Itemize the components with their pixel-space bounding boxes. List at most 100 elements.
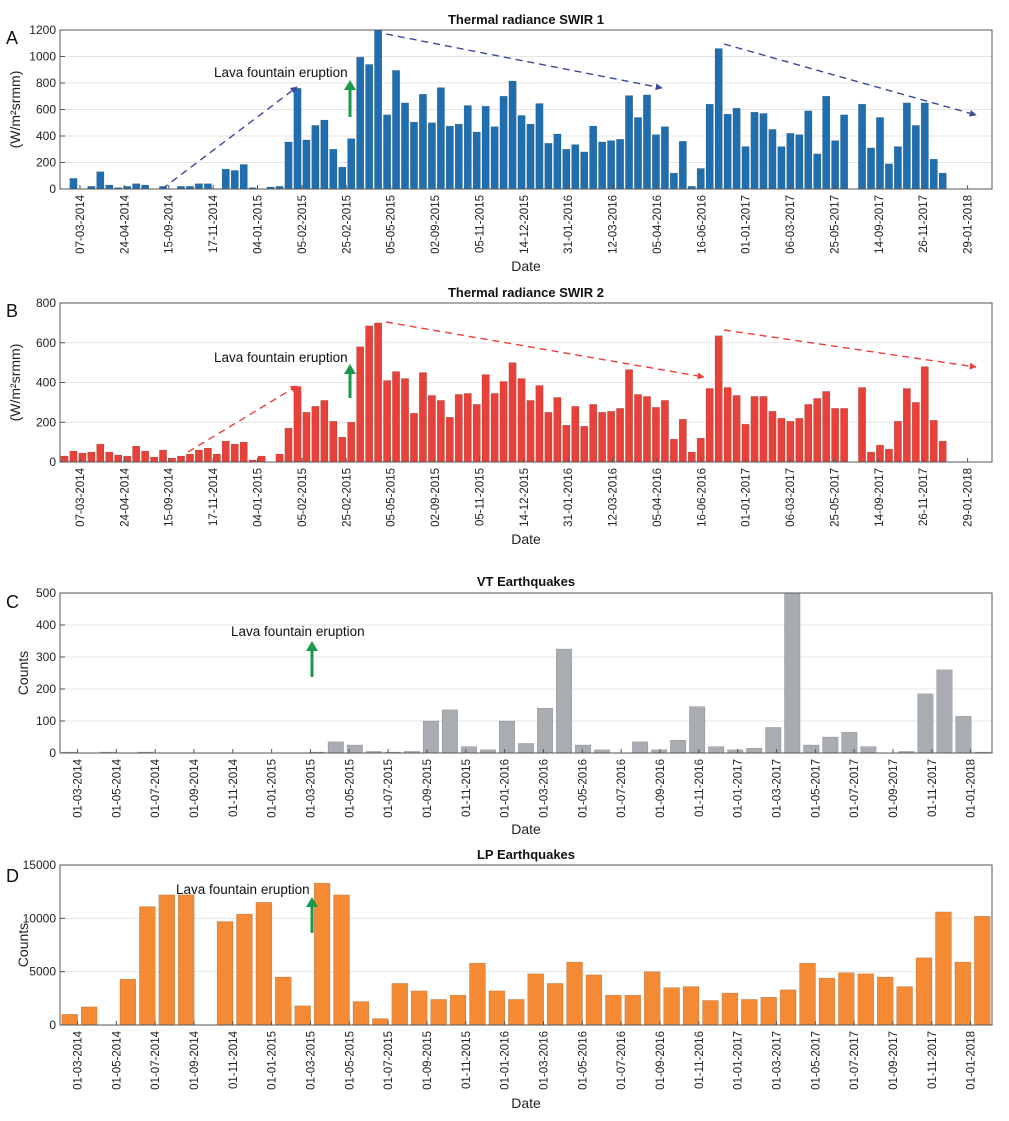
bar [508, 362, 517, 463]
bar [607, 140, 616, 190]
bar [562, 424, 571, 463]
eruption-arrowhead-icon [344, 364, 356, 374]
trend-arrow-icon [723, 43, 977, 117]
x-tick-label: 05-04-2016 [652, 195, 664, 254]
bar [822, 736, 839, 754]
chart-title: Thermal radiance SWIR 1 [448, 12, 604, 27]
panel-b-swir2: 0 200 400 600 800 07-03-2014 24-04-2014 15-09-2… [6, 285, 993, 547]
bar [566, 961, 583, 1026]
bar [356, 56, 365, 190]
x-tick-label: 01-09-2017 [888, 1031, 900, 1090]
chart-title: LP Earthquakes [477, 847, 575, 862]
x-tick-label: 14-09-2017 [874, 468, 886, 527]
bar [320, 400, 329, 463]
bar [634, 394, 642, 463]
bar [562, 149, 571, 190]
y-axis-label: Counts [15, 651, 31, 695]
bar [230, 170, 239, 190]
bar [553, 397, 562, 463]
x-tick-label: 01-01-2018 [966, 1031, 978, 1090]
bar [275, 976, 292, 1026]
bar [239, 441, 248, 463]
bar [911, 402, 920, 463]
bar [841, 731, 858, 754]
bar [436, 87, 445, 190]
annotation-text: Lava fountain eruption [231, 624, 365, 639]
bar [119, 978, 137, 1026]
panel-letter: C [6, 592, 19, 612]
x-tick-label: 01-07-2016 [616, 759, 628, 818]
x-tick-label: 01-11-2017 [927, 759, 939, 817]
bar [499, 96, 508, 190]
x-tick-label: 25-02-2015 [341, 468, 353, 527]
bar [517, 378, 526, 463]
bar [911, 125, 920, 190]
y-tick-label: 5000 [29, 965, 56, 979]
x-tick-label: 01-07-2017 [849, 1031, 861, 1090]
bar [893, 421, 902, 463]
y-tick-label: 300 [36, 650, 56, 664]
bar [490, 393, 499, 463]
axes-frame [59, 592, 993, 754]
bar [441, 709, 458, 754]
y-tick-label: 15000 [23, 858, 57, 872]
bar [840, 408, 849, 463]
x-tick-label: 05-02-2015 [297, 468, 309, 527]
bar [177, 455, 185, 463]
bar [141, 184, 150, 190]
y-tick-label: 100 [36, 714, 56, 728]
bar [804, 110, 813, 190]
bar [765, 727, 782, 754]
bar [320, 119, 329, 190]
x-tick-label: 01-03-2014 [72, 758, 84, 817]
x-tick-label: 01-11-2015 [461, 1031, 473, 1089]
x-tick-label: 17-11-2014 [208, 467, 220, 526]
bar [867, 451, 875, 463]
bar [768, 129, 777, 190]
bar [372, 1018, 389, 1026]
y-tick-label: 1000 [29, 50, 56, 64]
bar [139, 906, 156, 1026]
bar [365, 64, 374, 190]
x-tick-label: 12-03-2016 [608, 468, 620, 527]
bar [723, 113, 732, 190]
bar [896, 986, 913, 1026]
x-tick-label: 16-06-2016 [696, 195, 708, 254]
bar [643, 396, 651, 463]
bar [955, 715, 972, 754]
annotation-text: Lava fountain eruption [214, 65, 348, 80]
bar [741, 146, 750, 190]
y-tick-label: 0 [49, 455, 56, 469]
bar [490, 126, 499, 190]
bar [876, 117, 884, 190]
bar [732, 395, 741, 463]
bar [954, 961, 972, 1026]
bar [885, 163, 893, 190]
bar [329, 149, 338, 190]
x-tick-label: 31-01-2016 [563, 195, 575, 254]
axes-frame [59, 864, 993, 1026]
bar [383, 114, 392, 190]
y-tick-label: 200 [36, 415, 56, 429]
annotation-text: Lava fountain eruption [214, 350, 348, 365]
bar [553, 133, 562, 190]
bar [786, 421, 795, 463]
bar [589, 404, 598, 463]
x-tick-label: 01-09-2015 [422, 1031, 434, 1090]
bar [858, 103, 866, 190]
x-tick-label: 01-03-2016 [538, 759, 550, 818]
y-tick-label: 800 [36, 296, 56, 310]
bar [759, 396, 768, 463]
bar [168, 457, 176, 463]
x-tick-label: 01-03-2017 [771, 1031, 783, 1090]
x-tick-label: 01-03-2017 [771, 759, 783, 818]
bar [682, 986, 700, 1026]
bar [732, 107, 741, 190]
bar [840, 114, 849, 190]
x-tick-label: 01-11-2015 [461, 759, 473, 817]
bar [284, 427, 293, 463]
bar [929, 420, 938, 463]
bar [598, 412, 607, 463]
x-tick-label: 17-11-2014 [208, 194, 220, 253]
bar [893, 146, 902, 190]
